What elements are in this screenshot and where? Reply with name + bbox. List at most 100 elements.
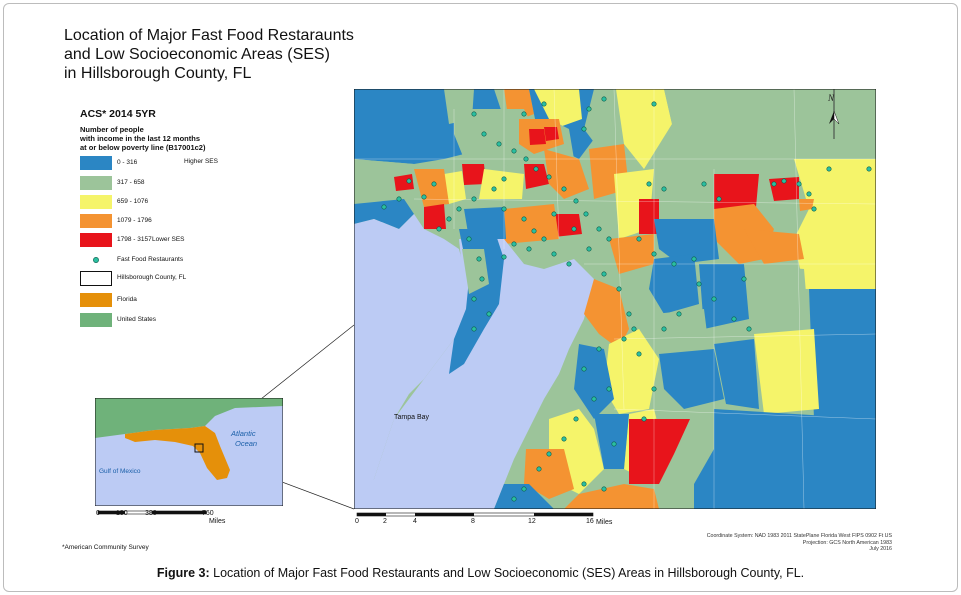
north-arrow-icon: N [827,89,840,139]
legend-ses-note: Higher SES [184,158,218,165]
tract-blue [494,484,554,509]
tract-orange [544,149,589,199]
svg-text:N: N [827,93,835,103]
tract-orange [744,229,804,264]
coord-line: Coordinate System: NAD 1983 2011 StatePl… [706,533,892,539]
legend-swatch [80,313,112,327]
inset-scale-tick: 190 [116,510,128,517]
inset-scale-tick: 760 [202,510,214,517]
legend-class-label: 659 - 1076 [117,198,149,205]
tract-green [784,89,876,159]
figure-caption: Figure 3: Location of Major Fast Food Re… [0,566,961,580]
tract-blue [354,199,414,229]
tract-green [664,89,699,129]
gulf-water [354,214,469,509]
tract-orange [799,199,814,211]
tract-green [744,264,809,334]
tract-yellow [604,329,659,414]
coordinate-system-note: Coordinate System: NAD 1983 2011 StatePl… [620,533,892,553]
tract-red [524,164,549,189]
tract-blue [659,349,724,409]
choropleth-map: Tampa Bay N [354,89,876,509]
inset-florida [125,426,230,480]
tract-blue [574,344,614,419]
map-title: Location of Major Fast Food Restaraunts … [64,26,354,83]
legend-swatch [80,176,112,190]
legend-class-label: 1798 - 3157 [117,236,152,243]
tract-orange [524,449,574,499]
main-scale-tick: 0 [355,518,359,525]
tract-blue [594,414,629,469]
inset-us-land [95,398,283,438]
coord-line: Projection: GCS North American 1983 [802,539,892,546]
tract-red [424,204,446,229]
caption-text: Location of Major Fast Food Restaurants … [209,566,805,580]
tampa-bay-label: Tampa Bay [394,414,430,421]
fast-food-restaurant-dots [381,96,872,502]
legend-subheading-line: at or below poverty line (B17001c2) [80,143,206,152]
map-legend: ACS* 2014 5YR Number of people with inco… [80,108,335,327]
main-scale-tick: 4 [413,518,417,525]
tract-orange [504,204,559,244]
legend-class-label: 0 - 316 [117,159,138,166]
legend-restaurants-label: Fast Food Restaurants [117,256,184,263]
restaurant-dot-icon [93,257,99,263]
inset-scale-tick: 380 [145,510,157,517]
tract-red [394,174,414,191]
tract-orange [564,484,659,509]
tract-green [354,159,424,204]
tract-red [544,127,559,141]
inset-scale-unit: Miles [209,518,226,525]
inset-atlantic-label: Atlantic [230,429,256,438]
legend-class-label: 1079 - 1796 [117,217,152,224]
title-line-3: in Hillsborough County, FL [64,65,252,82]
tract-yellow [616,89,672,169]
legend-heading: ACS* 2014 5YR [80,108,156,120]
inset-scale-tick: 0 [96,510,100,517]
tract-yellow [444,171,466,204]
tract-blue [449,229,504,374]
title-line-2: and Low Socioeconomic Areas (SES) [64,46,330,63]
inset-ocean-label: Ocean [235,439,257,448]
legend-subheading-line: Number of people [80,125,144,134]
tract-blue [654,219,719,264]
legend-subheading-line: with income in the last 12 months [80,134,201,143]
legend-county-label: Hillsborough County, FL [117,274,187,281]
tract-boundaries [354,89,876,509]
tract-red-large [629,419,690,484]
tract-red [529,129,546,145]
coord-line: July 2016 [869,546,892,553]
tract-blue [649,254,699,314]
acs-footnote: *American Community Survey [62,544,149,551]
tract-yellow [794,159,876,289]
tampa-bay-water [354,239,594,509]
legend-us-label: United States [117,316,157,323]
tract-orange [584,279,629,349]
tract-green [462,249,489,294]
inset-map: Atlantic Ocean Gulf of Mexico [95,398,283,506]
tract-green [584,89,619,149]
tract-red [769,177,799,201]
legend-swatch [80,233,112,247]
legend-class-label: 317 - 658 [117,179,145,186]
tract-blue [809,289,876,419]
main-scale-tick: 2 [383,518,387,525]
legend-swatch [80,214,112,228]
tract-blue [699,264,749,329]
legend-florida-label: Florida [117,296,137,303]
main-scale-unit: Miles [596,519,613,526]
main-scale-bar [356,512,594,517]
inset-county-locator [194,443,204,453]
caption-label: Figure 3: [156,566,210,580]
main-scale-tick: 12 [528,518,536,525]
tract-green [654,309,709,354]
legend-swatch [80,271,112,286]
inset-scale-bar [97,510,207,515]
tract-yellow [479,169,524,199]
inset-gulf-label: Gulf of Mexico [99,468,141,475]
legend-swatch [80,195,112,209]
main-scale-tick: 16 [586,518,594,525]
legend-swatch [80,156,112,170]
legend-ses-note: Lower SES [152,236,185,243]
legend-swatch [80,293,112,307]
